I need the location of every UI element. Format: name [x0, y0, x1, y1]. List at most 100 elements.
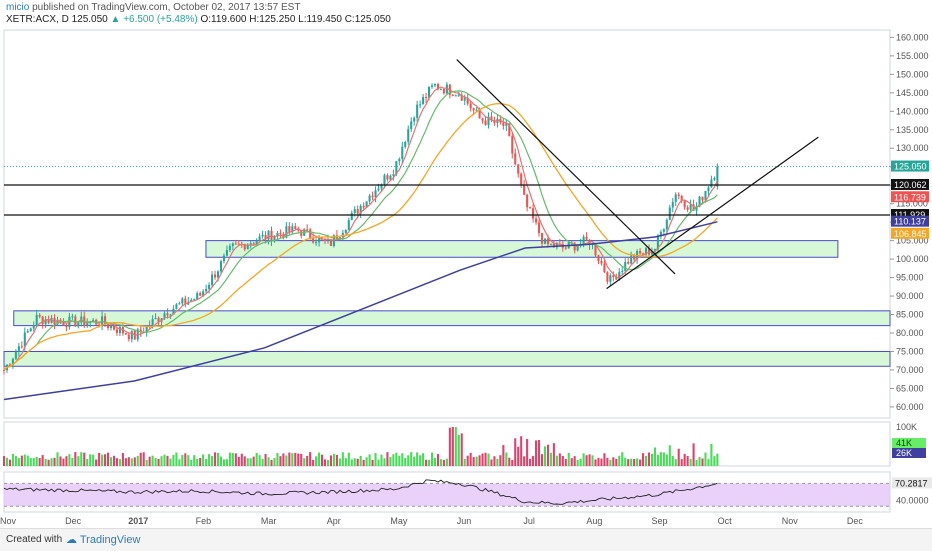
price-tick-label: 70.000: [896, 365, 924, 375]
volume-bar: [508, 457, 511, 466]
candlesticks: [2, 82, 719, 375]
volume-bar: [47, 459, 50, 466]
candle-body: [618, 271, 621, 280]
volume-bar: [303, 458, 306, 466]
candle-body: [523, 184, 526, 195]
candle-body: [410, 121, 413, 130]
candle-body: [627, 261, 630, 264]
candle-body: [118, 326, 121, 333]
candle-body: [585, 236, 588, 240]
volume-bar: [65, 456, 68, 466]
volume-bar: [636, 458, 639, 466]
time-tick-label: Jun: [457, 516, 472, 526]
candle-body: [621, 270, 624, 272]
volume-bar: [591, 455, 594, 466]
volume-bar: [261, 458, 264, 466]
candle-body: [472, 108, 475, 111]
volume-value-label: 41K: [896, 438, 912, 448]
volume-bar: [323, 459, 327, 466]
volume-bar: [335, 454, 338, 466]
volume-bar: [665, 454, 668, 466]
price-tick-label: 65.000: [896, 383, 924, 393]
trendline[interactable]: [456, 59, 676, 275]
volume-bar: [121, 453, 124, 466]
ohlc-line: XETR:ACX, D 125.050 ▲ +6.500 (+5.48%) O:…: [6, 14, 391, 25]
volume-bar: [463, 458, 466, 466]
candle-body: [698, 196, 701, 207]
volume-bar: [288, 452, 291, 466]
volume-bar: [264, 453, 267, 466]
candle-body: [639, 251, 642, 254]
time-tick-label: May: [390, 516, 408, 526]
candle-body: [463, 97, 466, 101]
candle-body: [237, 243, 240, 245]
candle-body: [315, 242, 318, 244]
publisher-username[interactable]: micio: [6, 2, 30, 13]
candle-body: [454, 95, 457, 97]
volume-bar: [644, 455, 648, 466]
candle-body: [407, 129, 410, 142]
volume-bar: [425, 459, 428, 466]
volume-bar: [395, 452, 398, 466]
candle-body: [291, 226, 294, 232]
candle-body: [211, 274, 214, 285]
candle-body: [383, 175, 386, 185]
candle-body: [564, 247, 567, 249]
horizontal-levels[interactable]: [4, 166, 890, 216]
price-tick-label: 60.000: [896, 402, 924, 412]
volume-bar: [95, 459, 98, 466]
created-with-text: Created with: [6, 534, 63, 545]
candle-body: [401, 146, 404, 160]
volume-bar: [627, 459, 630, 466]
volume-bar: [374, 452, 377, 466]
volume-bar: [347, 452, 350, 466]
volume-bar: [511, 459, 514, 466]
price-axis-badge: [891, 178, 929, 190]
candle-body: [332, 235, 335, 246]
volume-bar: [77, 456, 80, 466]
candle-body: [576, 245, 579, 251]
volume-bar: [329, 455, 332, 466]
candle-body: [362, 205, 365, 208]
tradingview-logo[interactable]: ☁ TradingView: [66, 533, 140, 546]
time-tick-label: Feb: [196, 516, 212, 526]
volume-bar: [193, 455, 196, 466]
price-change: ▲ +6.500 (+5.48%): [110, 14, 198, 25]
volume-bar: [401, 453, 404, 466]
volume-bar: [439, 459, 442, 466]
candle-body: [2, 369, 6, 371]
volume-bar: [83, 452, 86, 466]
volume-bar: [136, 455, 139, 466]
candle-body: [145, 325, 148, 333]
price-axis-badge: [891, 215, 929, 227]
volume-bar: [710, 443, 713, 466]
support-zone: [13, 310, 891, 327]
volume-bar: [318, 452, 321, 466]
candle-body: [26, 331, 29, 333]
volume-bar: [422, 453, 425, 466]
open-value: O:119.600: [200, 14, 247, 25]
volume-bar: [490, 459, 493, 466]
candle-body: [535, 218, 538, 223]
volume-bar: [368, 454, 371, 466]
candle-body: [647, 248, 651, 255]
candle-body: [32, 325, 35, 329]
volume-bar: [151, 455, 154, 466]
volume-bar: [701, 458, 704, 466]
volume-bar: [157, 458, 160, 466]
time-tick-label: Mar: [261, 516, 277, 526]
trendlines[interactable]: [456, 59, 819, 290]
volume-bar: [624, 457, 627, 466]
volume-bar: [89, 454, 92, 466]
candle-body: [62, 321, 65, 326]
candle-body: [683, 200, 686, 208]
volume-bar: [202, 454, 205, 466]
candle-body: [689, 204, 692, 210]
candle-body: [196, 293, 199, 300]
trendline[interactable]: [606, 136, 819, 290]
price-axis-badge: [891, 209, 929, 221]
candle-body: [335, 235, 338, 240]
volume-bar: [630, 458, 633, 466]
candle-body: [413, 117, 416, 122]
